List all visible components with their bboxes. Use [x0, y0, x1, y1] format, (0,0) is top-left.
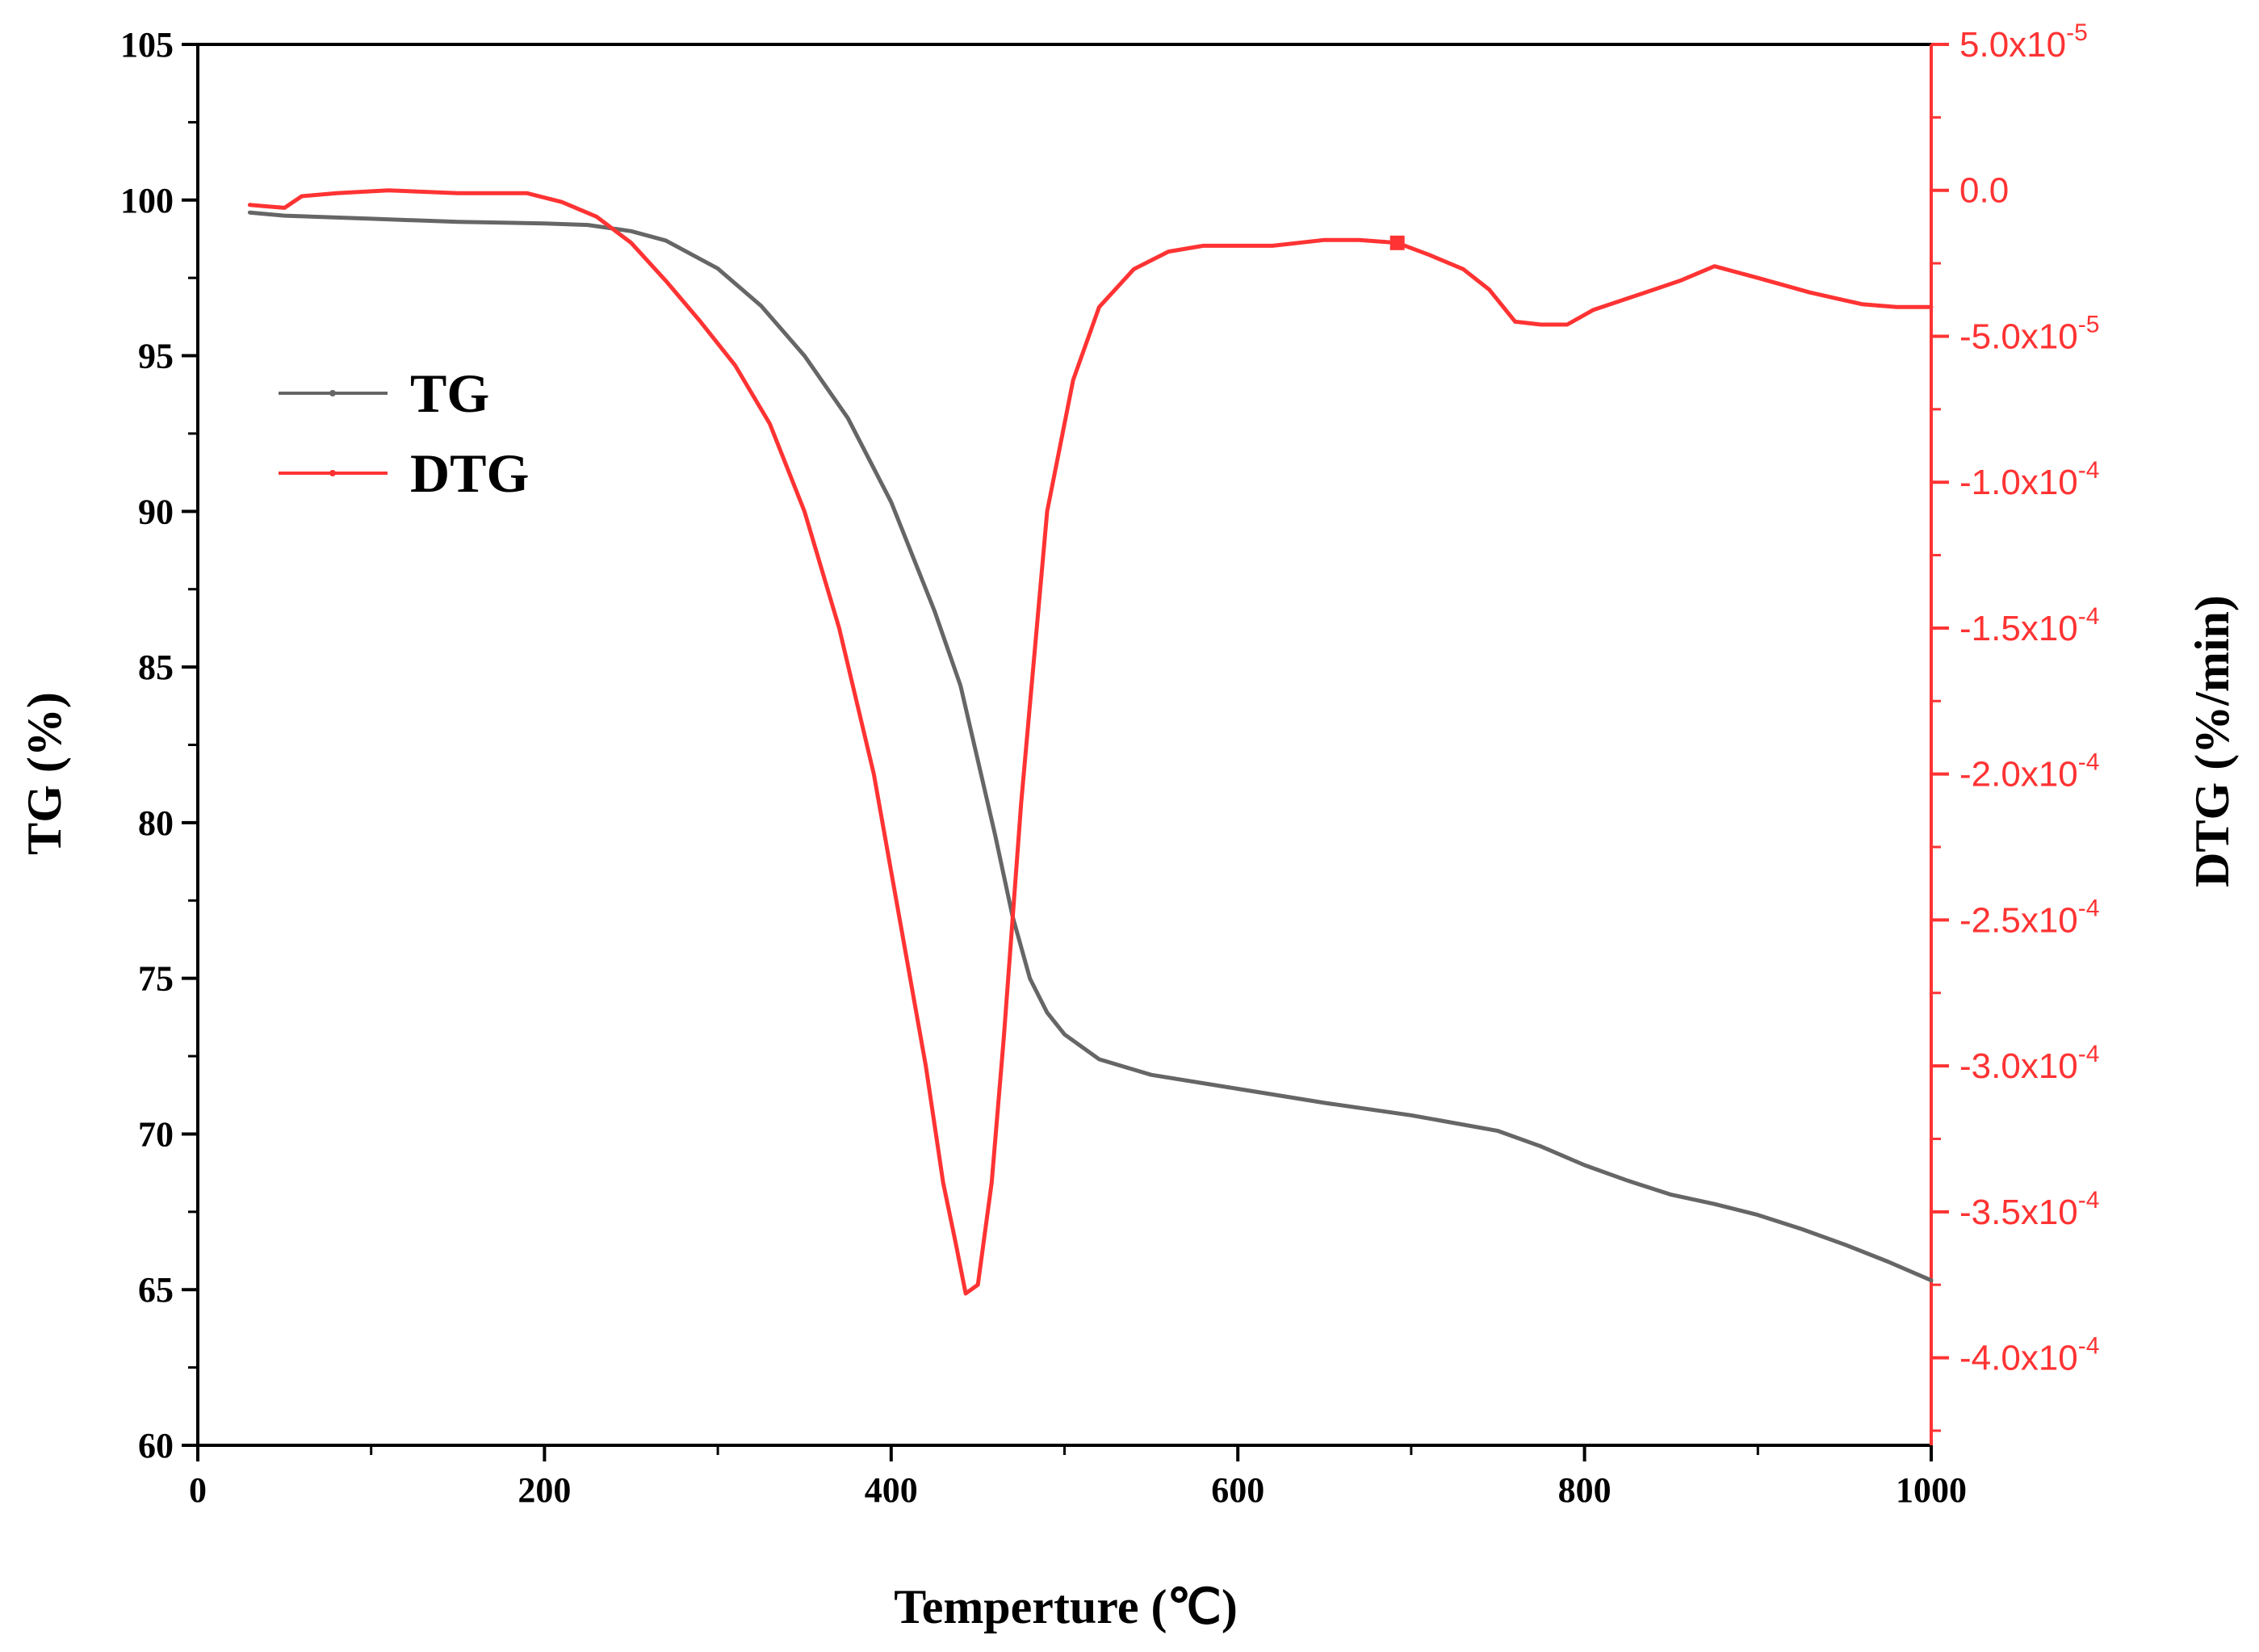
- y-left-tick-label: 100: [120, 181, 174, 220]
- series-line-tg: [247, 210, 1934, 1283]
- y-left-tick-label: 60: [138, 1426, 174, 1465]
- x-tick-label: 800: [1558, 1470, 1611, 1510]
- x-axis-title: Temperture (℃): [894, 1580, 1238, 1633]
- y-right-tick-label: 0.0: [1959, 171, 2009, 211]
- y-right-tick-label: -1.5x10-4: [1959, 603, 2099, 648]
- y-left-tick-label: 70: [138, 1114, 174, 1154]
- y-right-tick-label: -2.0x10-4: [1959, 749, 2099, 795]
- y-right-tick-label: -5.0x10-5: [1959, 311, 2099, 356]
- legend-label-dtg: DTG: [410, 442, 529, 504]
- y-right-tick-label: -3.0x10-4: [1959, 1041, 2099, 1086]
- y-axis-left-title: TG (%): [18, 692, 71, 855]
- y-right-tick-label: -4.0x10-4: [1959, 1333, 2099, 1378]
- x-tick-label: 400: [865, 1470, 918, 1510]
- x-tick-label: 600: [1211, 1470, 1264, 1510]
- x-tick-label: 1000: [1896, 1470, 1967, 1510]
- x-tick-label: 200: [518, 1470, 571, 1510]
- series-layer: [247, 188, 1934, 1296]
- y-left-tick-label: 95: [138, 337, 174, 376]
- y-right-tick-label: -3.5x10-4: [1959, 1187, 2099, 1232]
- y-left-tick-label: 80: [138, 803, 174, 843]
- y-right-tick-label: 5.0x10-5: [1959, 19, 2088, 65]
- axes-layer: [182, 43, 1949, 1461]
- legend-marker-tg: [329, 390, 336, 396]
- y-left-tick-label: 105: [120, 25, 174, 65]
- y-axis-right-title: DTG (%/min): [2186, 595, 2239, 887]
- series-marker-dtg: [1389, 235, 1405, 250]
- y-left-tick-label: 75: [138, 959, 174, 999]
- legend-marker-dtg: [329, 470, 336, 476]
- y-right-tick-label: -1.0x10-4: [1959, 457, 2099, 502]
- y-left-tick-label: 65: [138, 1270, 174, 1310]
- legend-label-tg: TG: [410, 363, 489, 424]
- y-right-tick-label: -2.5x10-4: [1959, 895, 2099, 940]
- y-left-tick-label: 90: [138, 492, 174, 531]
- legend: TG DTG: [279, 363, 529, 504]
- series-line-dtg: [247, 188, 1934, 1296]
- tick-label-layer: 0 200 400 600 800 1000 60 65 70 75 80 85 90 95 100 105 5…: [120, 19, 2099, 1510]
- y-left-tick-label: 85: [138, 648, 174, 687]
- x-tick-label: 0: [189, 1470, 207, 1510]
